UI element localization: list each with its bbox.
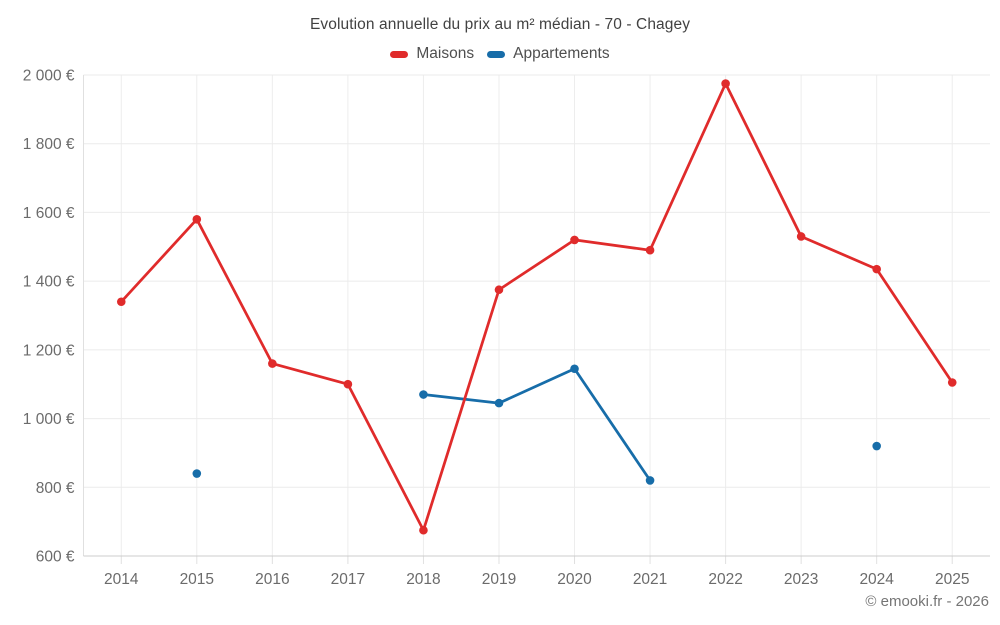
chart-legend: Maisons Appartements (0, 45, 1000, 63)
point-maisons-2015[interactable] (192, 215, 202, 224)
appartements-color-swatch (487, 50, 506, 58)
x-tick-label: 2015 (180, 571, 214, 588)
point-appartements-2015[interactable] (192, 469, 202, 478)
point-appartements-2019[interactable] (494, 398, 504, 408)
point-maisons-2021[interactable] (645, 245, 655, 255)
point-maisons-2022[interactable] (721, 79, 730, 88)
point-maisons-2024[interactable] (872, 264, 881, 274)
point-maisons-2020[interactable] (570, 235, 579, 245)
point-appartements-2024[interactable] (872, 441, 881, 451)
point-maisons-2019[interactable] (494, 285, 504, 295)
point-maisons-2016[interactable] (268, 359, 277, 368)
y-tick-label: 800 € (36, 480, 75, 497)
point-appartements-2018[interactable] (419, 390, 428, 399)
line-maisons (119, 82, 954, 532)
legend-item-appartements[interactable]: Appartements (487, 45, 610, 63)
x-tick-label: 2019 (482, 571, 516, 588)
x-tick-label: 2016 (255, 571, 289, 588)
x-tick-label: 2025 (935, 571, 969, 588)
x-tick-label: 2023 (784, 571, 818, 588)
x-tick-label: 2024 (859, 571, 894, 588)
point-maisons-2025[interactable] (947, 378, 957, 387)
y-tick-label: 600 € (36, 549, 75, 566)
point-appartements-2021[interactable] (645, 476, 655, 485)
point-maisons-2014[interactable] (116, 297, 126, 307)
gridlines (83, 74, 990, 564)
maisons-color-swatch (390, 50, 409, 58)
y-tick-label: 1 600 € (23, 205, 75, 222)
x-tick-label: 2017 (331, 571, 365, 588)
series-appartements (192, 364, 881, 485)
x-tick-label: 2014 (104, 571, 139, 588)
legend-label-maisons: Maisons (416, 45, 475, 62)
y-axis-labels: 600 € 800 € 1 000 € 1 200 € 1 400 € 1 600 € 1 … (23, 68, 75, 566)
legend-item-maisons[interactable]: Maisons (390, 45, 474, 63)
x-tick-label: 2021 (633, 571, 667, 588)
point-maisons-2017[interactable] (343, 379, 353, 389)
y-tick-label: 1 200 € (23, 342, 75, 359)
series-maisons (116, 79, 957, 535)
legend-label-appartements: Appartements (513, 45, 610, 62)
x-tick-label: 2020 (557, 571, 592, 588)
x-tick-label: 2018 (406, 571, 440, 588)
copyright-watermark: © emooki.fr - 2026 (865, 593, 989, 610)
axes (83, 75, 990, 557)
line-appartements (422, 367, 652, 482)
point-appartements-2020[interactable] (570, 364, 579, 374)
point-maisons-2018[interactable] (419, 525, 428, 535)
x-tick-label: 2022 (708, 571, 742, 588)
y-tick-label: 1 400 € (23, 274, 75, 291)
y-tick-label: 1 000 € (23, 411, 75, 428)
x-axis-labels: 2014 2015 2016 2017 2018 2019 2020 2021 2022 2023… (104, 571, 969, 588)
y-tick-label: 1 800 € (23, 136, 75, 153)
chart-title: Evolution annuelle du prix au m² médian … (309, 16, 691, 33)
point-maisons-2023[interactable] (796, 232, 806, 241)
y-tick-label: 2 000 € (23, 68, 75, 85)
